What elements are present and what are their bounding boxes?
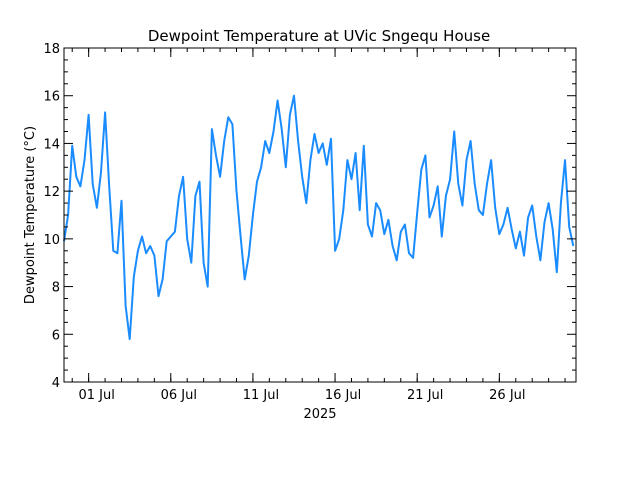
x-tick-label: 01 Jul bbox=[78, 388, 114, 403]
series-line-0 bbox=[63, 94, 575, 341]
x-tick-label: 26 Jul bbox=[489, 388, 525, 403]
chart-title: Dewpoint Temperature at UVic Sngequ Hous… bbox=[148, 27, 490, 45]
y-tick-label: 6 bbox=[52, 328, 60, 343]
x-tick-label: 21 Jul bbox=[407, 388, 443, 403]
x-tick-label: 16 Jul bbox=[325, 388, 361, 403]
y-tick-label: 4 bbox=[52, 376, 60, 391]
y-tick-label: 8 bbox=[52, 281, 60, 296]
plot-frame bbox=[63, 47, 577, 383]
y-tick-label: 10 bbox=[43, 233, 60, 248]
x-axis-label: 2025 bbox=[303, 407, 336, 422]
y-tick-label: 12 bbox=[43, 185, 60, 200]
series-layer bbox=[63, 94, 575, 341]
x-tick-label: 06 Jul bbox=[161, 388, 197, 403]
y-tick-label: 14 bbox=[43, 137, 60, 152]
y-tick-label: 18 bbox=[43, 42, 60, 57]
y-tick-label: 16 bbox=[43, 90, 60, 105]
x-tick-label: 11 Jul bbox=[243, 388, 279, 403]
y-axis-label: Dewpoint Temperature (°C) bbox=[23, 126, 38, 304]
